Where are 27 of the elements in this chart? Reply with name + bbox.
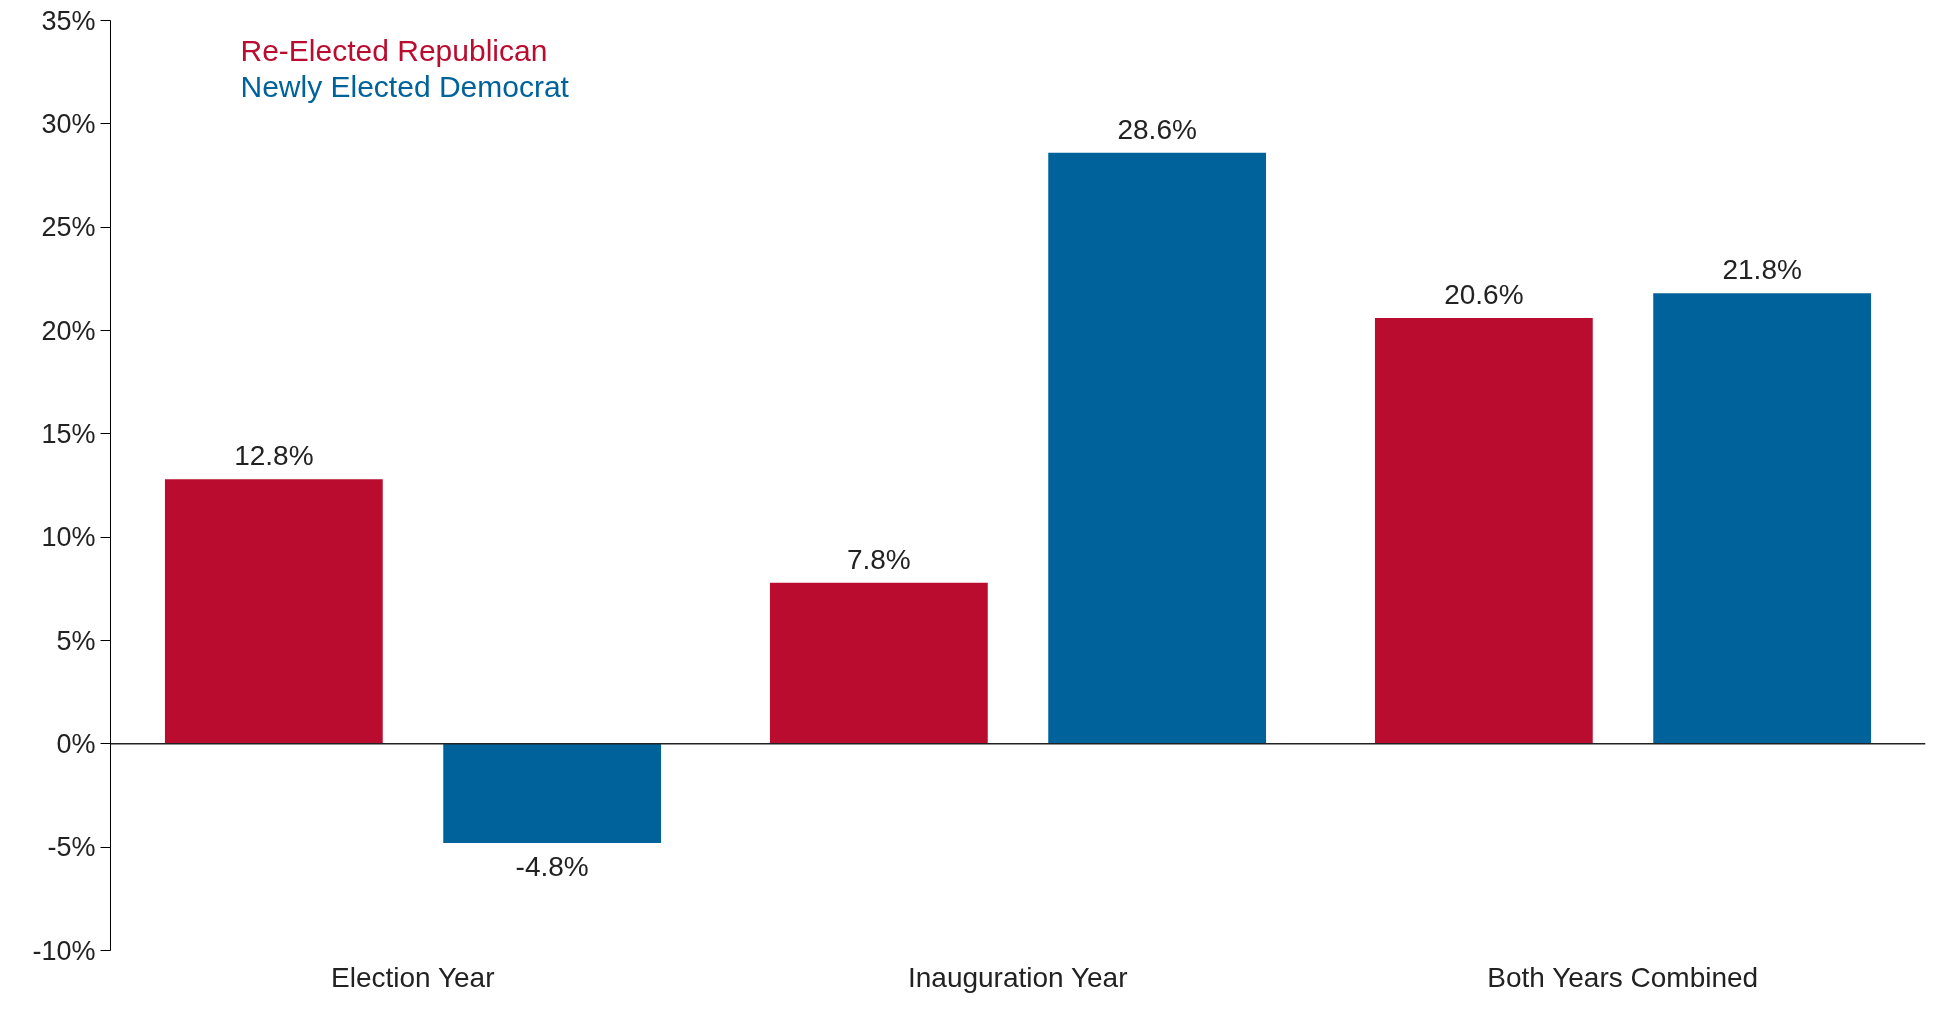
- x-tick-label: Inauguration Year: [907, 961, 1128, 993]
- data-label: -4.8%: [515, 851, 589, 883]
- text: Newly Elected Democrat: [240, 70, 570, 103]
- bar: [164, 479, 383, 744]
- bar: [1048, 152, 1267, 744]
- y-tick-label: 30%: [41, 108, 96, 139]
- y-tick-label: 5%: [56, 625, 96, 656]
- y-tick-label: 10%: [41, 522, 96, 553]
- y-tick-label: 15%: [41, 418, 96, 449]
- bar: [1653, 293, 1872, 744]
- bar: [1374, 318, 1593, 744]
- data-label: 28.6%: [1117, 113, 1197, 145]
- x-tick-label: Both Years Combined: [1487, 961, 1759, 993]
- y-tick-label: 35%: [41, 5, 96, 36]
- y-tick-label: -10%: [32, 935, 96, 966]
- bar: [443, 743, 662, 844]
- y-tick-label: -5%: [47, 832, 96, 863]
- y-tick-label: 0%: [56, 728, 96, 759]
- text: Re-Elected Republican: [240, 34, 548, 67]
- x-tick-label: Election Year: [331, 961, 495, 993]
- bar: [769, 582, 988, 744]
- y-tick-label: 25%: [41, 212, 96, 243]
- data-label: 7.8%: [846, 543, 911, 575]
- y-tick-label: 20%: [41, 315, 96, 346]
- data-label: 21.8%: [1722, 254, 1802, 286]
- data-label: 20.6%: [1444, 279, 1524, 311]
- data-label: 12.8%: [234, 440, 314, 472]
